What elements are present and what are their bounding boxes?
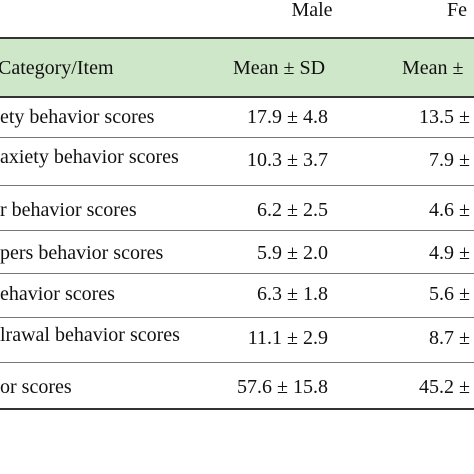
- female-mean: 13.5 ±: [419, 106, 470, 128]
- rule: [0, 273, 474, 274]
- column-header: Mean ± SD: [232, 57, 326, 79]
- row-label: axiety behavior scores: [0, 146, 179, 168]
- rule: [0, 230, 474, 231]
- female-mean: 4.6 ±: [429, 199, 470, 221]
- male-mean: 11.1 ± 2.9: [247, 327, 328, 349]
- rule: [0, 362, 474, 363]
- group-header: Fe: [447, 0, 467, 21]
- male-mean: 17.9 ± 4.8: [247, 106, 328, 128]
- row-label: r behavior scores: [0, 199, 137, 221]
- row-label: pers behavior scores: [0, 242, 164, 264]
- rule: [0, 137, 474, 138]
- rule: [0, 96, 474, 98]
- male-mean: 6.2 ± 2.5: [257, 199, 328, 221]
- header-band: [0, 38, 474, 97]
- row-label: ety behavior scores: [0, 106, 155, 128]
- female-mean: 45.2 ±: [419, 376, 470, 398]
- column-header: Mean ±: [402, 57, 464, 79]
- row-label: lrawal behavior scores: [0, 324, 180, 346]
- row-label: ehavior scores: [0, 283, 115, 305]
- female-mean: 5.6 ±: [429, 283, 470, 305]
- rule: [0, 317, 474, 318]
- male-mean: 6.3 ± 1.8: [257, 283, 328, 305]
- male-mean: 57.6 ± 15.8: [237, 376, 328, 398]
- female-mean: 4.9 ±: [429, 242, 470, 264]
- female-mean: 7.9 ±: [429, 149, 470, 171]
- rule: [0, 37, 474, 39]
- rule: [0, 185, 474, 186]
- female-mean: 8.7 ±: [429, 327, 470, 349]
- male-mean: 5.9 ± 2.0: [257, 242, 328, 264]
- rule: [0, 408, 474, 410]
- group-header: Male: [291, 0, 333, 21]
- row-label: or scores: [0, 376, 72, 398]
- male-mean: 10.3 ± 3.7: [247, 149, 328, 171]
- column-header: Category/Item: [0, 57, 114, 79]
